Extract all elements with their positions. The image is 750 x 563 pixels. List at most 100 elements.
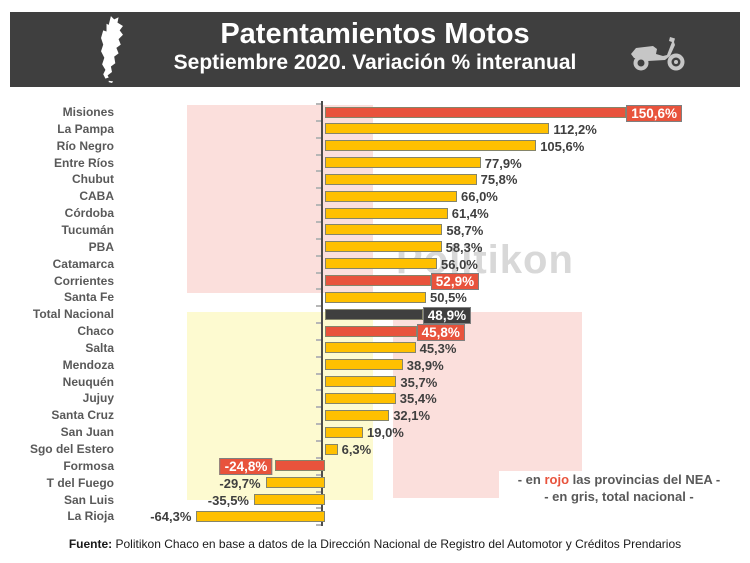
- category-label: T del Fuego: [46, 475, 114, 490]
- tick-mark: [316, 305, 321, 308]
- tick-mark: [316, 490, 321, 493]
- footer-source: Fuente: Politikon Chaco en base a datos …: [0, 537, 750, 551]
- chart-row: Jujuy 35,4%: [0, 390, 750, 407]
- tick-mark: [316, 170, 321, 173]
- tick-mark: [316, 372, 321, 375]
- value-label: 35,7%: [400, 374, 438, 390]
- tick-mark: [316, 119, 321, 122]
- category-label: PBA: [88, 239, 114, 254]
- category-label: Córdoba: [64, 206, 114, 221]
- tick-mark: [316, 406, 321, 409]
- chart-bar: [196, 510, 325, 522]
- category-label: Salta: [85, 340, 114, 355]
- category-label: San Luis: [63, 492, 114, 507]
- chart-bar: [325, 241, 442, 253]
- value-label: 50,5%: [430, 290, 467, 306]
- chart-bar: [325, 106, 627, 118]
- header-banner: Patentamientos Motos Septiembre 2020. Va…: [10, 12, 740, 87]
- tick-mark: [316, 288, 321, 291]
- value-label: 56,0%: [441, 256, 478, 272]
- source-label: Fuente:: [68, 537, 113, 551]
- chart-row: CABA 66,0%: [0, 188, 750, 205]
- value-label: 61,4%: [451, 206, 489, 222]
- category-label: Total Nacional: [32, 307, 114, 322]
- chart-bar: [325, 342, 416, 354]
- tick-mark: [316, 507, 321, 510]
- tick-mark: [316, 254, 321, 257]
- category-label: Formosa: [63, 458, 114, 473]
- chart-bar: [325, 173, 477, 185]
- chart-row: Neuquén 35,7%: [0, 374, 750, 391]
- category-label: Santa Fe: [63, 290, 114, 305]
- category-label: La Rioja: [67, 509, 114, 524]
- chart-bar: [325, 409, 390, 421]
- tick-mark: [316, 338, 321, 341]
- chart-bar: [325, 359, 403, 371]
- axis-line: [321, 101, 323, 526]
- chart-row: Entre Ríos 77,9%: [0, 155, 750, 172]
- tick-mark: [316, 103, 321, 105]
- page-title: Patentamientos Motos: [220, 18, 530, 50]
- chart-row: Mendoza 38,9%: [0, 357, 750, 374]
- chart-row: Chaco 45,8%: [0, 323, 750, 341]
- tick-mark: [316, 440, 321, 442]
- highlight-pink-right: [393, 312, 582, 498]
- tick-mark: [316, 187, 321, 190]
- chart-bar: [265, 477, 325, 489]
- chart-row: San Juan 19,0%: [0, 424, 750, 441]
- value-label: 77,9%: [484, 155, 522, 171]
- value-label: 32,1%: [393, 408, 431, 424]
- value-label: 19,0%: [367, 425, 404, 441]
- chart-bar: [325, 308, 423, 320]
- chart-row: Santa Fe 50,5%: [0, 289, 750, 306]
- value-label: 52,9%: [430, 273, 480, 290]
- tick-mark: [316, 322, 321, 325]
- category-label: Jujuy: [82, 391, 114, 406]
- tick-mark: [316, 153, 321, 156]
- scooter-icon: [628, 36, 690, 77]
- value-label: 45,3%: [419, 340, 457, 356]
- value-label: 75,8%: [480, 172, 518, 188]
- value-label: 58,3%: [445, 239, 483, 255]
- chart-row: Total Nacional 48,9%: [0, 306, 750, 324]
- category-label: La Pampa: [57, 121, 114, 136]
- chart-bar: [325, 325, 417, 337]
- chart-row: Sgo del Estero 6,3%: [0, 441, 750, 458]
- category-label: Santa Cruz: [51, 408, 114, 423]
- tick-mark: [316, 204, 321, 207]
- tick-mark: [316, 220, 321, 223]
- chart-row: San Luis -35,5%: [0, 492, 750, 509]
- value-label: 112,2%: [553, 121, 597, 137]
- category-label: San Juan: [60, 425, 114, 440]
- value-label: -64,3%: [150, 509, 192, 525]
- chart-row: Santa Cruz 32,1%: [0, 407, 750, 424]
- chart-row: La Rioja -64,3%: [0, 508, 750, 525]
- value-label: 66,0%: [461, 189, 498, 205]
- category-label: CABA: [79, 189, 114, 204]
- category-label: Misiones: [62, 105, 114, 119]
- legend-line-2: - en gris, total nacional -: [544, 489, 694, 504]
- category-label: Sgo del Estero: [29, 442, 114, 456]
- chart-row: Misiones 150,6%: [0, 104, 750, 122]
- chart-bar: [325, 140, 537, 152]
- source-text: Politikon Chaco en base a datos de la Di…: [112, 537, 682, 551]
- tick-mark: [316, 271, 321, 274]
- legend-red-word: rojo: [544, 472, 570, 487]
- value-label: 58,7%: [446, 222, 484, 238]
- chart-bar: [325, 258, 437, 270]
- legend: - en rojo las provincias del NEA - - en …: [499, 471, 739, 505]
- category-label: Corrientes: [53, 273, 114, 288]
- chart-bar: [325, 376, 397, 388]
- chart-bar: [325, 392, 396, 404]
- chart-row: Salta 45,3%: [0, 340, 750, 357]
- category-label: Chaco: [77, 324, 114, 339]
- chart-bar: [325, 224, 443, 236]
- value-label: 38,9%: [406, 357, 444, 373]
- value-label: 45,8%: [416, 323, 465, 341]
- tick-mark: [316, 456, 321, 459]
- chart-bar: [325, 207, 448, 219]
- chart-row: Córdoba 61,4%: [0, 205, 750, 222]
- value-label: -35,5%: [207, 492, 249, 508]
- value-label: -29,7%: [219, 475, 261, 491]
